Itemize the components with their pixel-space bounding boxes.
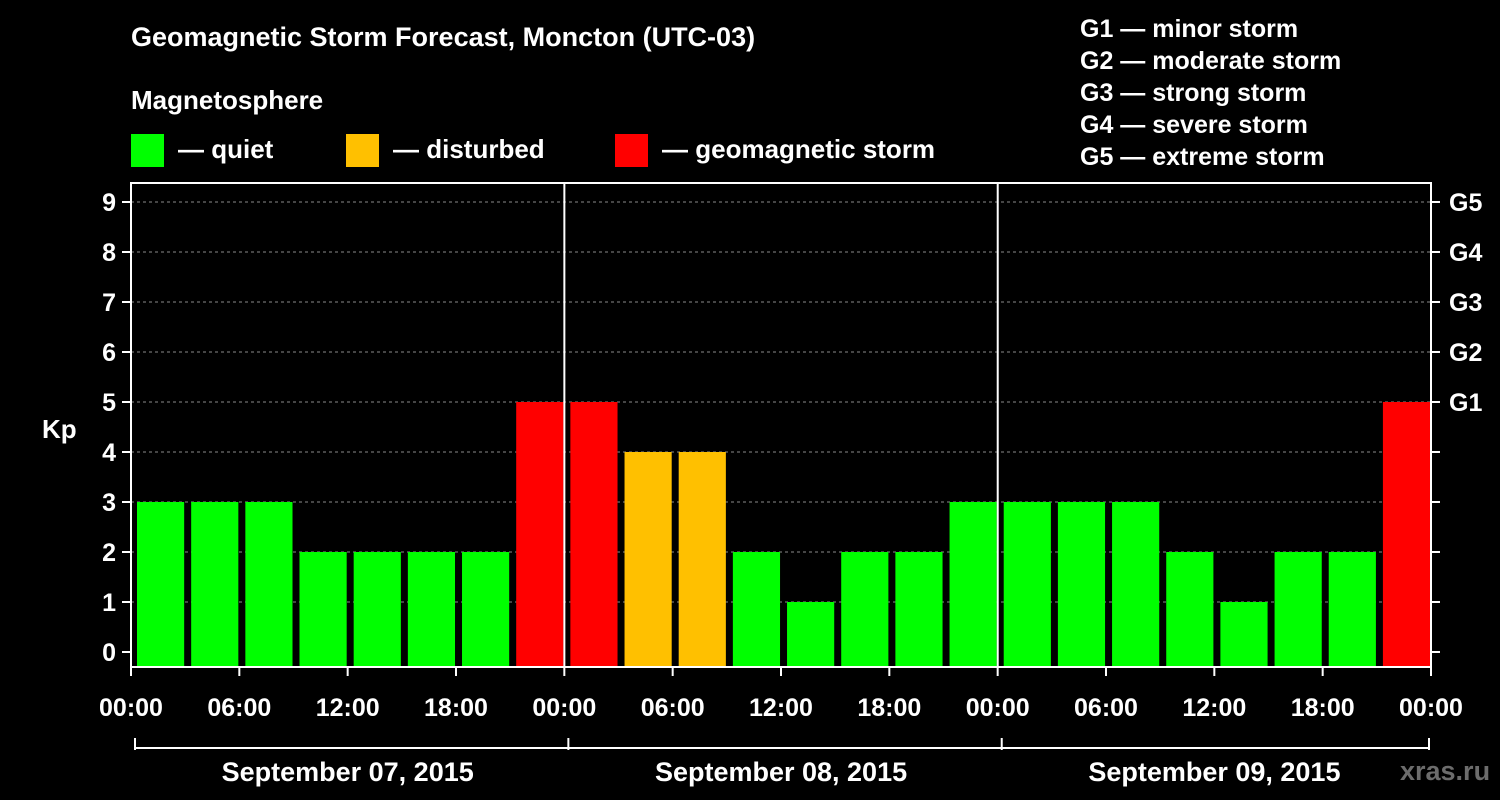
kp-bar xyxy=(245,502,293,667)
day-label: September 09, 2015 xyxy=(1088,757,1340,787)
y-tick-label: 3 xyxy=(102,489,116,517)
x-tick-label: 18:00 xyxy=(857,694,921,722)
kp-bar xyxy=(137,502,185,667)
right-axis-label: G1 xyxy=(1449,389,1482,417)
x-tick-label: 18:00 xyxy=(1291,694,1355,722)
right-axis-label: G5 xyxy=(1449,189,1482,217)
kp-bar xyxy=(678,452,726,667)
x-tick-label: 18:00 xyxy=(424,694,488,722)
legend-label-storm: — geomagnetic storm xyxy=(662,134,936,164)
kp-bar xyxy=(516,402,564,667)
kp-bar xyxy=(570,402,618,667)
kp-bar xyxy=(1057,502,1106,667)
x-tick-label: 00:00 xyxy=(532,694,596,722)
kp-bar xyxy=(895,552,943,667)
day-label: September 08, 2015 xyxy=(655,757,907,787)
kp-bar xyxy=(732,552,781,667)
kp-bar xyxy=(1166,552,1214,667)
x-tick-label: 00:00 xyxy=(966,694,1030,722)
kp-bar xyxy=(299,552,347,667)
kp-bar xyxy=(191,502,239,667)
storm-scale-g5: G5 — extreme storm xyxy=(1080,143,1325,171)
storm-scale-g4: G4 — severe storm xyxy=(1080,111,1308,139)
y-tick-label: 1 xyxy=(102,589,116,617)
legend-label-quiet: — quiet xyxy=(178,134,274,164)
legend-swatch-storm xyxy=(615,134,648,167)
kp-bar xyxy=(1382,402,1431,667)
legend-swatch-disturbed xyxy=(346,134,379,167)
right-axis-label: G3 xyxy=(1449,289,1482,317)
y-axis-label: Kp xyxy=(42,414,77,444)
storm-scale-g1: G1 — minor storm xyxy=(1080,15,1299,43)
y-tick-label: 7 xyxy=(102,289,116,317)
kp-bar xyxy=(787,602,835,667)
kp-bar xyxy=(1274,552,1322,667)
kp-bar xyxy=(1220,602,1268,667)
x-tick-label: 00:00 xyxy=(1399,694,1463,722)
legend-title: Magnetosphere xyxy=(131,85,324,115)
storm-scale-list: G1 — minor storm G2 — moderate storm G3 … xyxy=(1080,13,1341,173)
right-axis-label: G4 xyxy=(1449,239,1482,267)
y-tick-label: 2 xyxy=(102,539,116,567)
y-tick-label: 8 xyxy=(102,239,116,267)
y-tick-label: 0 xyxy=(102,639,116,667)
day-label: September 07, 2015 xyxy=(222,757,474,787)
legend-label-disturbed: — disturbed xyxy=(393,134,545,164)
storm-scale-g2: G2 — moderate storm xyxy=(1080,47,1342,75)
kp-bar xyxy=(841,552,889,667)
x-tick-label: 12:00 xyxy=(749,694,813,722)
storm-scale-g3: G3 — strong storm xyxy=(1080,79,1307,107)
x-tick-label: 06:00 xyxy=(641,694,705,722)
kp-bar xyxy=(353,552,401,667)
kp-bar xyxy=(949,502,997,667)
kp-bar xyxy=(462,552,510,667)
y-tick-label: 9 xyxy=(102,189,116,217)
kp-bar xyxy=(1328,552,1376,667)
right-axis-label: G2 xyxy=(1449,339,1482,367)
x-tick-label: 06:00 xyxy=(207,694,271,722)
legend-swatch-quiet xyxy=(131,134,164,167)
kp-bar xyxy=(1112,502,1160,667)
y-tick-label: 6 xyxy=(102,339,116,367)
watermark: xras.ru xyxy=(1400,756,1491,786)
chart-title: Geomagnetic Storm Forecast, Moncton (UTC… xyxy=(131,22,756,52)
y-tick-label: 5 xyxy=(102,389,116,417)
kp-bar xyxy=(407,552,456,667)
kp-bar xyxy=(624,452,672,667)
x-tick-label: 12:00 xyxy=(1182,694,1246,722)
x-tick-label: 00:00 xyxy=(99,694,163,722)
y-tick-label: 4 xyxy=(102,439,116,467)
x-tick-label: 06:00 xyxy=(1074,694,1138,722)
kp-bar xyxy=(1003,502,1051,667)
x-tick-label: 12:00 xyxy=(316,694,380,722)
